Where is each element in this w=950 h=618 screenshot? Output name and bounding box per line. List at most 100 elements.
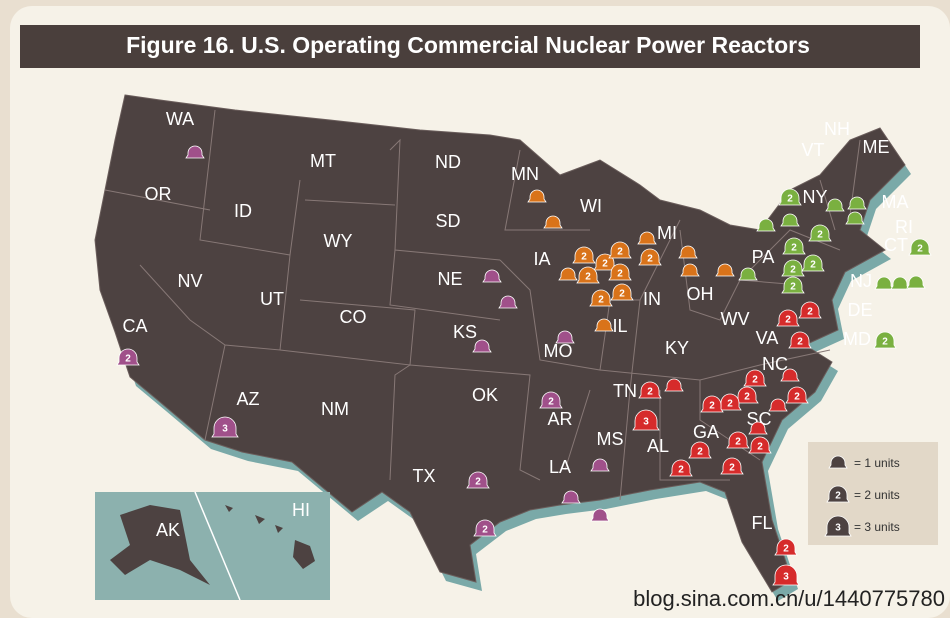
state-label: OK [472, 385, 498, 405]
reactor-units: 2 [729, 463, 735, 474]
reactor-units: 2 [735, 437, 741, 448]
reactor-marker [594, 318, 614, 332]
legend-number: 3 [835, 523, 841, 534]
state-label: TN [613, 381, 637, 401]
reactor-marker [845, 211, 865, 225]
state-label: WI [580, 196, 602, 216]
reactor-units: 2 [482, 525, 488, 536]
reactor-units: 2 [752, 375, 758, 386]
reactor-marker [808, 224, 832, 242]
state-label: RI [895, 217, 913, 237]
reactor-units: 2 [882, 337, 888, 348]
state-borders [104, 109, 861, 501]
reactor-marker [482, 269, 502, 283]
legend-number: 2 [835, 491, 841, 502]
state-label: WY [324, 231, 353, 251]
reactor-marker [756, 218, 776, 232]
state-label: ID [234, 201, 252, 221]
reactor-marker [608, 241, 632, 259]
state-label: MO [544, 341, 573, 361]
state-label: MI [657, 223, 677, 243]
reactor-units: 2 [757, 442, 763, 453]
reactor-marker [726, 431, 750, 449]
reactor-marker [748, 436, 772, 454]
title: Figure 16. U.S. Operating Commercial Nuc… [126, 32, 810, 58]
reactor-marker [608, 263, 632, 281]
state-label: OH [687, 284, 714, 304]
reactor-marker [780, 213, 800, 227]
legend-icon [824, 515, 852, 537]
reactor-marker [498, 295, 518, 309]
reactor-units: 2 [790, 265, 796, 276]
reactor-marker [772, 564, 800, 586]
reactor-units: 2 [598, 295, 604, 306]
reactor-markers: 2 3 2 2 2 2 2 2 2 2 2 2 2 2 2 2 2 2 2 2 2 2 2 2 2 2 2 3 2 2 2 2 3 2 2 2 2 2 [116, 145, 932, 586]
reactor-marker [632, 409, 660, 431]
reactor-marker [788, 331, 812, 349]
reactor-units: 2 [548, 397, 554, 408]
reactor-units: 2 [727, 399, 733, 410]
state-label: ND [435, 152, 461, 172]
state-label: FL [751, 513, 772, 533]
reactor-marker [890, 276, 910, 290]
reactor-units: 3 [643, 417, 649, 428]
reactor-marker [669, 459, 693, 477]
state-label: CO [340, 307, 367, 327]
reactor-marker [748, 421, 768, 435]
reactor-marker [664, 378, 684, 392]
reactor-units: 2 [709, 401, 715, 412]
state-label: NE [437, 269, 462, 289]
legend-label: = 3 units [854, 520, 900, 534]
reactor-marker [590, 508, 610, 522]
state-label: CT [884, 235, 908, 255]
reactor-marker [466, 471, 490, 489]
legend-label: = 2 units [854, 488, 900, 502]
reactor-units: 2 [783, 544, 789, 555]
reactor-marker [527, 189, 547, 203]
reactor-marker [590, 458, 610, 472]
reactor-marker [688, 441, 712, 459]
reactor-marker [781, 259, 805, 277]
legend-icon [826, 485, 850, 503]
reactor-marker [781, 276, 805, 294]
legend-icon [828, 455, 848, 469]
reactor-units: 2 [810, 260, 816, 271]
reactor-marker [678, 245, 698, 259]
reactor-units: 2 [697, 447, 703, 458]
reactor-marker [735, 386, 759, 404]
reactor-units: 2 [791, 243, 797, 254]
state-label: CA [122, 316, 147, 336]
state-label: AK [156, 520, 180, 540]
reactor-units: 2 [647, 387, 653, 398]
reactor-units: 2 [787, 194, 793, 205]
reactor-units: 2 [647, 254, 653, 265]
reactor-units: 2 [678, 465, 684, 476]
reactor-marker [680, 263, 700, 277]
reactor-marker [473, 519, 497, 537]
state-label: AL [647, 436, 669, 456]
legend-label: = 1 units [854, 456, 900, 470]
reactor-units: 3 [222, 424, 228, 435]
reactor-marker [576, 266, 600, 284]
reactor-units: 2 [581, 252, 587, 263]
reactor-units: 2 [617, 247, 623, 258]
reactor-marker [211, 416, 239, 438]
reactor-marker [116, 348, 140, 366]
state-label: IL [612, 316, 627, 336]
state-label: DE [847, 300, 872, 320]
reactor-units: 2 [797, 337, 803, 348]
reactor-units: 3 [783, 572, 789, 583]
reactor-units: 2 [794, 392, 800, 403]
state-label: WA [166, 109, 194, 129]
reactor-marker [700, 395, 724, 413]
state-label: LA [549, 457, 571, 477]
state-label: NJ [850, 271, 872, 291]
state-label: SC [746, 409, 771, 429]
reactor-marker [906, 275, 926, 289]
state-label: IA [533, 249, 550, 269]
reactor-marker [589, 289, 613, 307]
reactor-units: 2 [585, 272, 591, 283]
state-label: IN [643, 289, 661, 309]
state-label: NM [321, 399, 349, 419]
